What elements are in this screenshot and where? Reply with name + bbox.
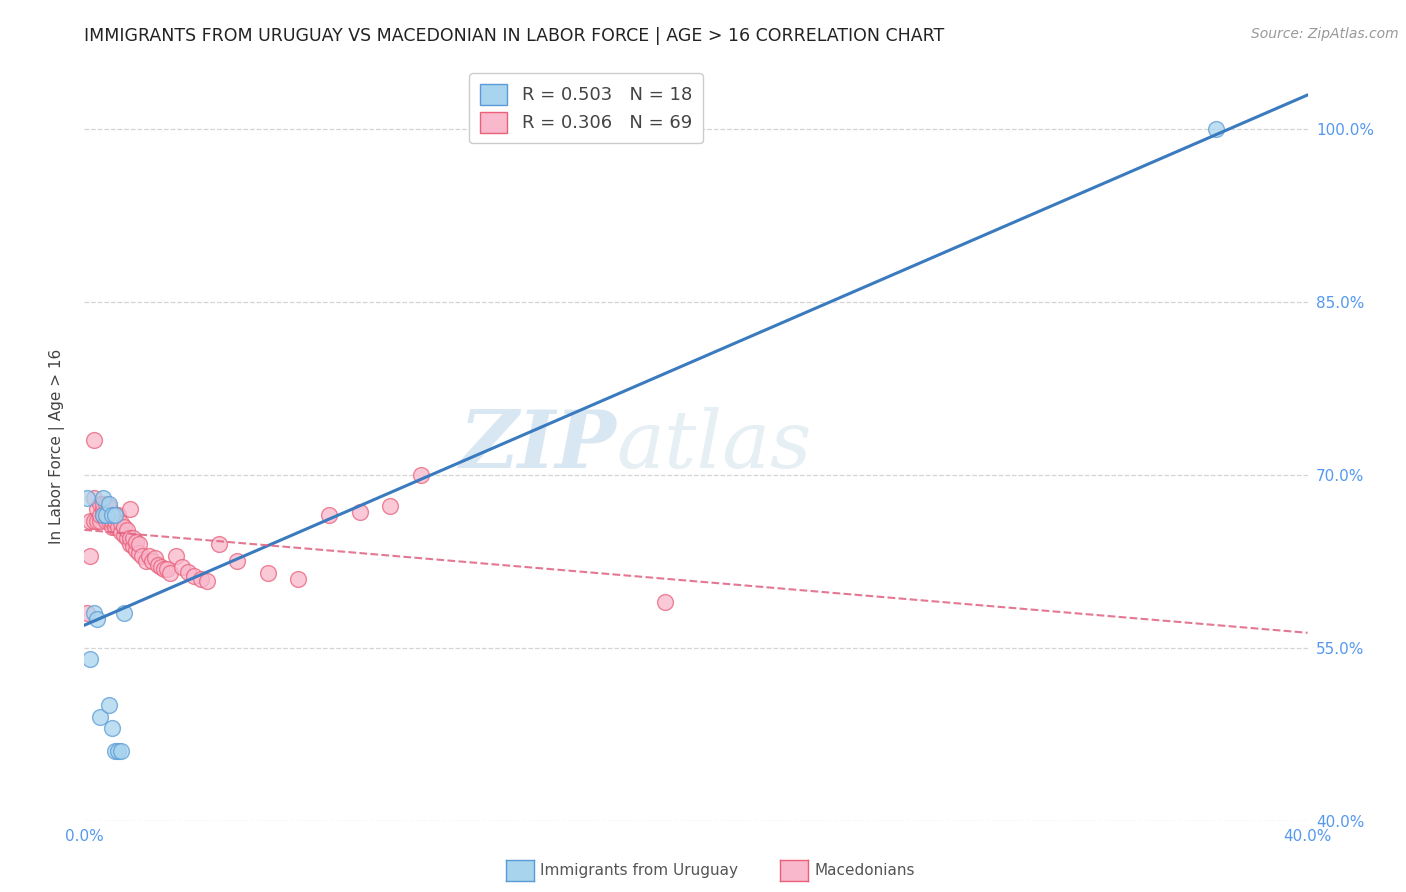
Point (101, 508, 124, 523)
Point (76, 491, 98, 505)
Point (112, 528, 135, 542)
Text: Immigrants from Uruguay: Immigrants from Uruguay (540, 863, 738, 878)
Point (83, 606, 105, 620)
Point (159, 566, 181, 580)
Point (97, 500, 120, 514)
Point (172, 560, 194, 574)
Point (141, 554, 163, 568)
Point (107, 744, 129, 758)
Point (128, 546, 150, 560)
Point (380, 499, 402, 513)
Point (86, 502, 108, 516)
Y-axis label: In Labor Force | Age > 16: In Labor Force | Age > 16 (49, 349, 65, 543)
Point (104, 508, 127, 523)
Point (101, 514, 124, 528)
Point (79, 652, 101, 666)
Point (195, 574, 218, 588)
Point (122, 531, 145, 545)
Point (94, 497, 117, 511)
Point (112, 519, 135, 533)
Point (183, 569, 205, 583)
Point (318, 508, 340, 523)
Text: IMMIGRANTS FROM URUGUAY VS MACEDONIAN IN LABOR FORCE | AGE > 16 CORRELATION CHAR: IMMIGRANTS FROM URUGUAY VS MACEDONIAN IN… (84, 27, 945, 45)
Point (91, 491, 114, 505)
Point (115, 531, 138, 545)
Point (143, 550, 166, 565)
Point (349, 505, 371, 519)
Point (110, 744, 132, 758)
Text: atlas: atlas (616, 408, 811, 484)
Point (1205, 122, 1227, 136)
Point (128, 537, 150, 551)
Point (257, 566, 280, 580)
Point (94, 508, 117, 523)
Point (208, 537, 231, 551)
Point (83, 491, 105, 505)
Point (104, 508, 127, 523)
Point (89, 710, 111, 724)
Legend: R = 0.503   N = 18, R = 0.306   N = 69: R = 0.503 N = 18, R = 0.306 N = 69 (470, 73, 703, 144)
Point (76, 606, 98, 620)
Point (112, 606, 135, 620)
Point (86, 612, 108, 626)
Point (86, 514, 108, 528)
Text: Source: ZipAtlas.com: Source: ZipAtlas.com (1251, 27, 1399, 41)
Point (156, 562, 179, 576)
Point (94, 508, 117, 523)
Point (104, 744, 127, 758)
Point (89, 508, 111, 523)
Point (89, 514, 111, 528)
Text: ZIP: ZIP (460, 408, 616, 484)
Point (149, 560, 172, 574)
Point (120, 502, 142, 516)
Point (409, 467, 432, 482)
Point (104, 514, 127, 528)
Point (146, 558, 169, 572)
Point (165, 549, 187, 563)
Point (97, 514, 120, 528)
Point (153, 562, 176, 576)
Point (654, 594, 676, 608)
Point (91, 497, 114, 511)
Point (122, 539, 145, 553)
Point (226, 554, 249, 568)
Point (97, 508, 120, 523)
Point (120, 531, 142, 545)
Point (97, 497, 120, 511)
Text: Macedonians: Macedonians (814, 863, 914, 878)
Point (101, 508, 124, 523)
Point (94, 514, 117, 528)
Point (79, 514, 101, 528)
Point (91, 508, 114, 523)
Point (89, 497, 111, 511)
Point (115, 523, 138, 537)
Point (107, 508, 129, 523)
Point (97, 698, 120, 713)
Point (97, 502, 120, 516)
Point (177, 565, 200, 579)
Point (120, 537, 142, 551)
Point (101, 722, 124, 736)
Point (91, 502, 114, 516)
Point (125, 534, 148, 549)
Point (138, 549, 160, 563)
Point (125, 542, 148, 557)
Point (104, 519, 127, 533)
Point (83, 434, 105, 448)
Point (190, 572, 212, 586)
Point (287, 572, 309, 586)
Point (101, 519, 124, 533)
Point (107, 519, 129, 533)
Point (131, 549, 153, 563)
Point (79, 549, 101, 563)
Point (83, 514, 105, 528)
Point (110, 516, 132, 531)
Point (135, 554, 157, 568)
Point (110, 525, 132, 540)
Point (91, 508, 114, 523)
